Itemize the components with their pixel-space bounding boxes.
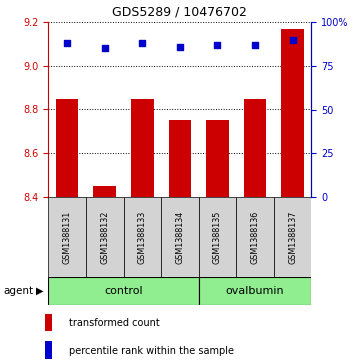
Bar — [124, 197, 161, 277]
Bar — [48, 197, 86, 277]
Point — [252, 42, 258, 48]
Text: ovalbumin: ovalbumin — [226, 286, 284, 296]
Bar — [56, 99, 78, 197]
Text: percentile rank within the sample: percentile rank within the sample — [69, 346, 234, 356]
Bar — [131, 99, 154, 197]
Bar — [45, 341, 52, 359]
Text: GSM1388132: GSM1388132 — [100, 210, 109, 264]
Bar — [199, 197, 236, 277]
Bar — [86, 197, 124, 277]
Bar — [274, 197, 311, 277]
Bar — [206, 121, 229, 197]
Text: GSM1388131: GSM1388131 — [63, 211, 72, 264]
Point — [140, 40, 145, 46]
Point — [177, 44, 183, 49]
Point — [290, 37, 295, 42]
Text: GSM1388134: GSM1388134 — [175, 211, 184, 264]
Bar — [45, 314, 52, 331]
Text: agent: agent — [4, 286, 34, 296]
Text: GSM1388133: GSM1388133 — [138, 211, 147, 264]
Bar — [236, 197, 274, 277]
Bar — [93, 186, 116, 197]
Text: GDS5289 / 10476702: GDS5289 / 10476702 — [112, 5, 246, 19]
Text: GSM1388137: GSM1388137 — [288, 210, 297, 264]
Text: GSM1388135: GSM1388135 — [213, 210, 222, 264]
Bar — [244, 99, 266, 197]
Bar — [281, 29, 304, 197]
Text: GSM1388136: GSM1388136 — [251, 211, 260, 264]
Text: control: control — [104, 286, 143, 296]
Point — [102, 45, 108, 51]
Text: transformed count: transformed count — [69, 318, 160, 329]
Bar — [169, 121, 191, 197]
Bar — [161, 197, 199, 277]
Text: ▶: ▶ — [36, 286, 43, 296]
Point — [64, 40, 70, 46]
Point — [214, 42, 220, 48]
Bar — [48, 277, 199, 305]
Bar — [199, 277, 311, 305]
